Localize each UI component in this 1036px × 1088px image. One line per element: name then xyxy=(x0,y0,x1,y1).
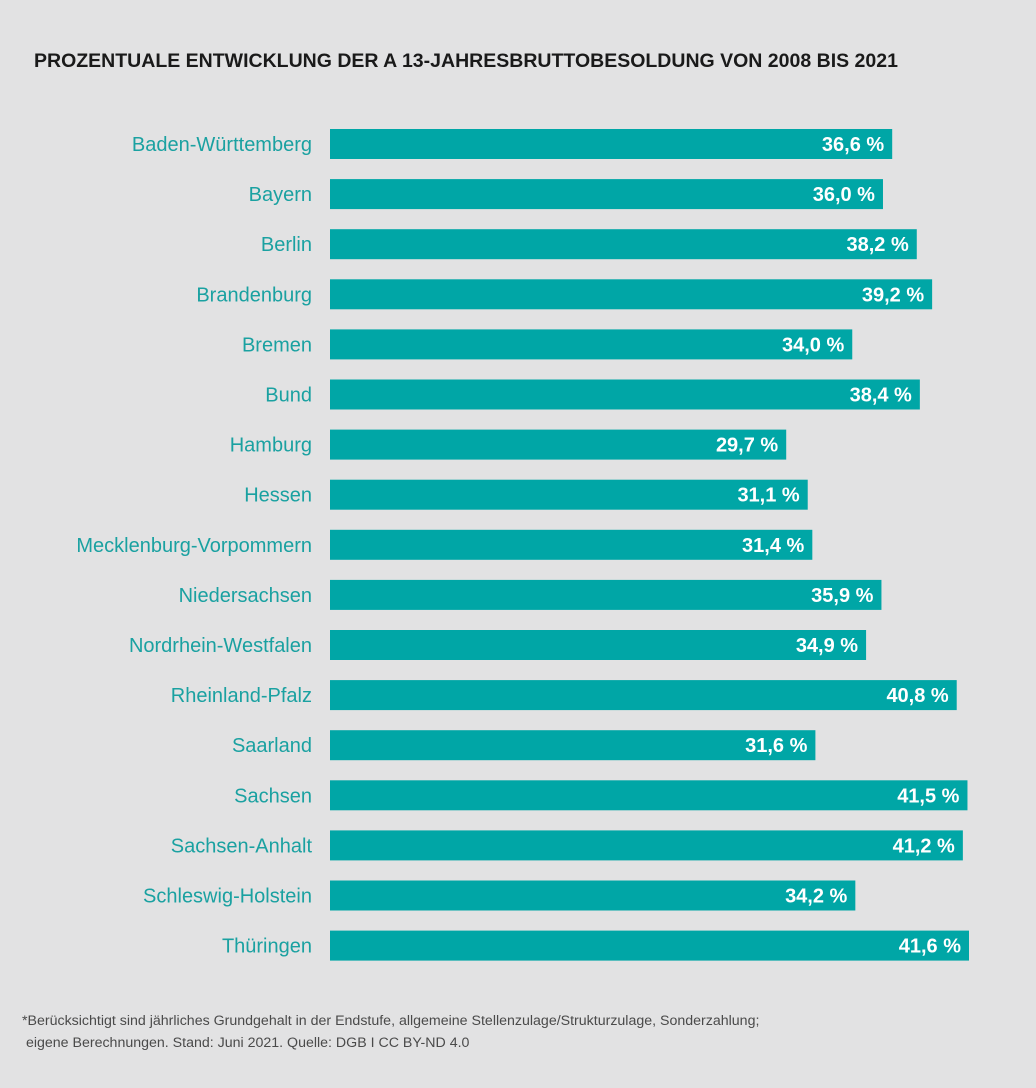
bar-rheinland-pfalz xyxy=(330,680,957,711)
value-label-th-ringen: 41,6 % xyxy=(899,936,961,958)
category-label-sachsen-anhalt: Sachsen-Anhalt xyxy=(171,835,313,857)
footnote: *Berücksichtigt sind jährliches Grundgeh… xyxy=(22,1010,759,1054)
bar-bund xyxy=(330,379,920,410)
value-label-hamburg: 29,7 % xyxy=(716,435,778,457)
bar-sachsen-anhalt xyxy=(330,830,963,861)
value-label-baden-w-rttemberg: 36,6 % xyxy=(822,134,884,156)
value-label-bund: 38,4 % xyxy=(850,385,912,407)
bar-mecklenburg-vorpommern xyxy=(330,529,813,560)
value-label-nordrhein-westfalen: 34,9 % xyxy=(796,635,858,657)
value-label-berlin: 38,2 % xyxy=(847,234,909,256)
category-label-hamburg: Hamburg xyxy=(230,435,312,457)
bar-saarland xyxy=(330,730,816,761)
category-label-mecklenburg-vorpommern: Mecklenburg-Vorpommern xyxy=(76,535,312,557)
bar-bremen xyxy=(330,329,853,360)
bar-nordrhein-westfalen xyxy=(330,630,867,660)
category-label-baden-w-rttemberg: Baden-Württemberg xyxy=(132,134,312,156)
category-label-rheinland-pfalz: Rheinland-Pfalz xyxy=(171,685,312,707)
value-label-saarland: 31,6 % xyxy=(745,735,807,757)
category-label-brandenburg: Brandenburg xyxy=(196,284,312,306)
bar-hessen xyxy=(330,479,808,510)
value-label-niedersachsen: 35,9 % xyxy=(811,585,873,607)
bar-niedersachsen xyxy=(330,579,882,610)
value-label-sachsen: 41,5 % xyxy=(897,785,959,807)
bar-hamburg xyxy=(330,429,787,460)
category-label-bremen: Bremen xyxy=(242,334,312,356)
category-label-bayern: Bayern xyxy=(249,184,312,206)
bar-baden-w-rttemberg xyxy=(330,129,893,159)
value-label-bremen: 34,0 % xyxy=(782,334,844,356)
bar-th-ringen xyxy=(330,930,969,961)
category-label-bund: Bund xyxy=(265,385,312,407)
category-label-berlin: Berlin xyxy=(261,234,312,256)
bar-schleswig-holstein xyxy=(330,880,856,911)
bar-sachsen xyxy=(330,780,968,811)
bar-bayern xyxy=(330,179,883,210)
bar-berlin xyxy=(330,229,917,260)
chart-title: PROZENTUALE ENTWICKLUNG DER A 13-JAHRESB… xyxy=(34,50,898,72)
value-label-bayern: 36,0 % xyxy=(813,184,875,206)
value-label-hessen: 31,1 % xyxy=(737,485,799,507)
category-label-schleswig-holstein: Schleswig-Holstein xyxy=(143,886,312,908)
footnote-line-1: *Berücksichtigt sind jährliches Grundgeh… xyxy=(22,1013,760,1029)
category-label-niedersachsen: Niedersachsen xyxy=(179,585,312,607)
value-label-schleswig-holstein: 34,2 % xyxy=(785,886,847,908)
value-label-mecklenburg-vorpommern: 31,4 % xyxy=(742,535,804,557)
value-label-sachsen-anhalt: 41,2 % xyxy=(893,835,955,857)
category-label-sachsen: Sachsen xyxy=(234,785,312,807)
category-label-saarland: Saarland xyxy=(232,735,312,757)
bar-brandenburg xyxy=(330,279,933,310)
bar-chart: Baden-Württemberg 36,6 % Bayern 36,0 % Berli… xyxy=(76,129,969,961)
value-label-brandenburg: 39,2 % xyxy=(862,284,924,306)
category-label-th-ringen: Thüringen xyxy=(222,936,312,958)
category-label-hessen: Hessen xyxy=(244,485,312,507)
category-label-nordrhein-westfalen: Nordrhein-Westfalen xyxy=(129,635,312,657)
footnote-line-2: eigene Berechnungen. Stand: Juni 2021. Q… xyxy=(22,1035,470,1051)
value-label-rheinland-pfalz: 40,8 % xyxy=(886,685,948,707)
